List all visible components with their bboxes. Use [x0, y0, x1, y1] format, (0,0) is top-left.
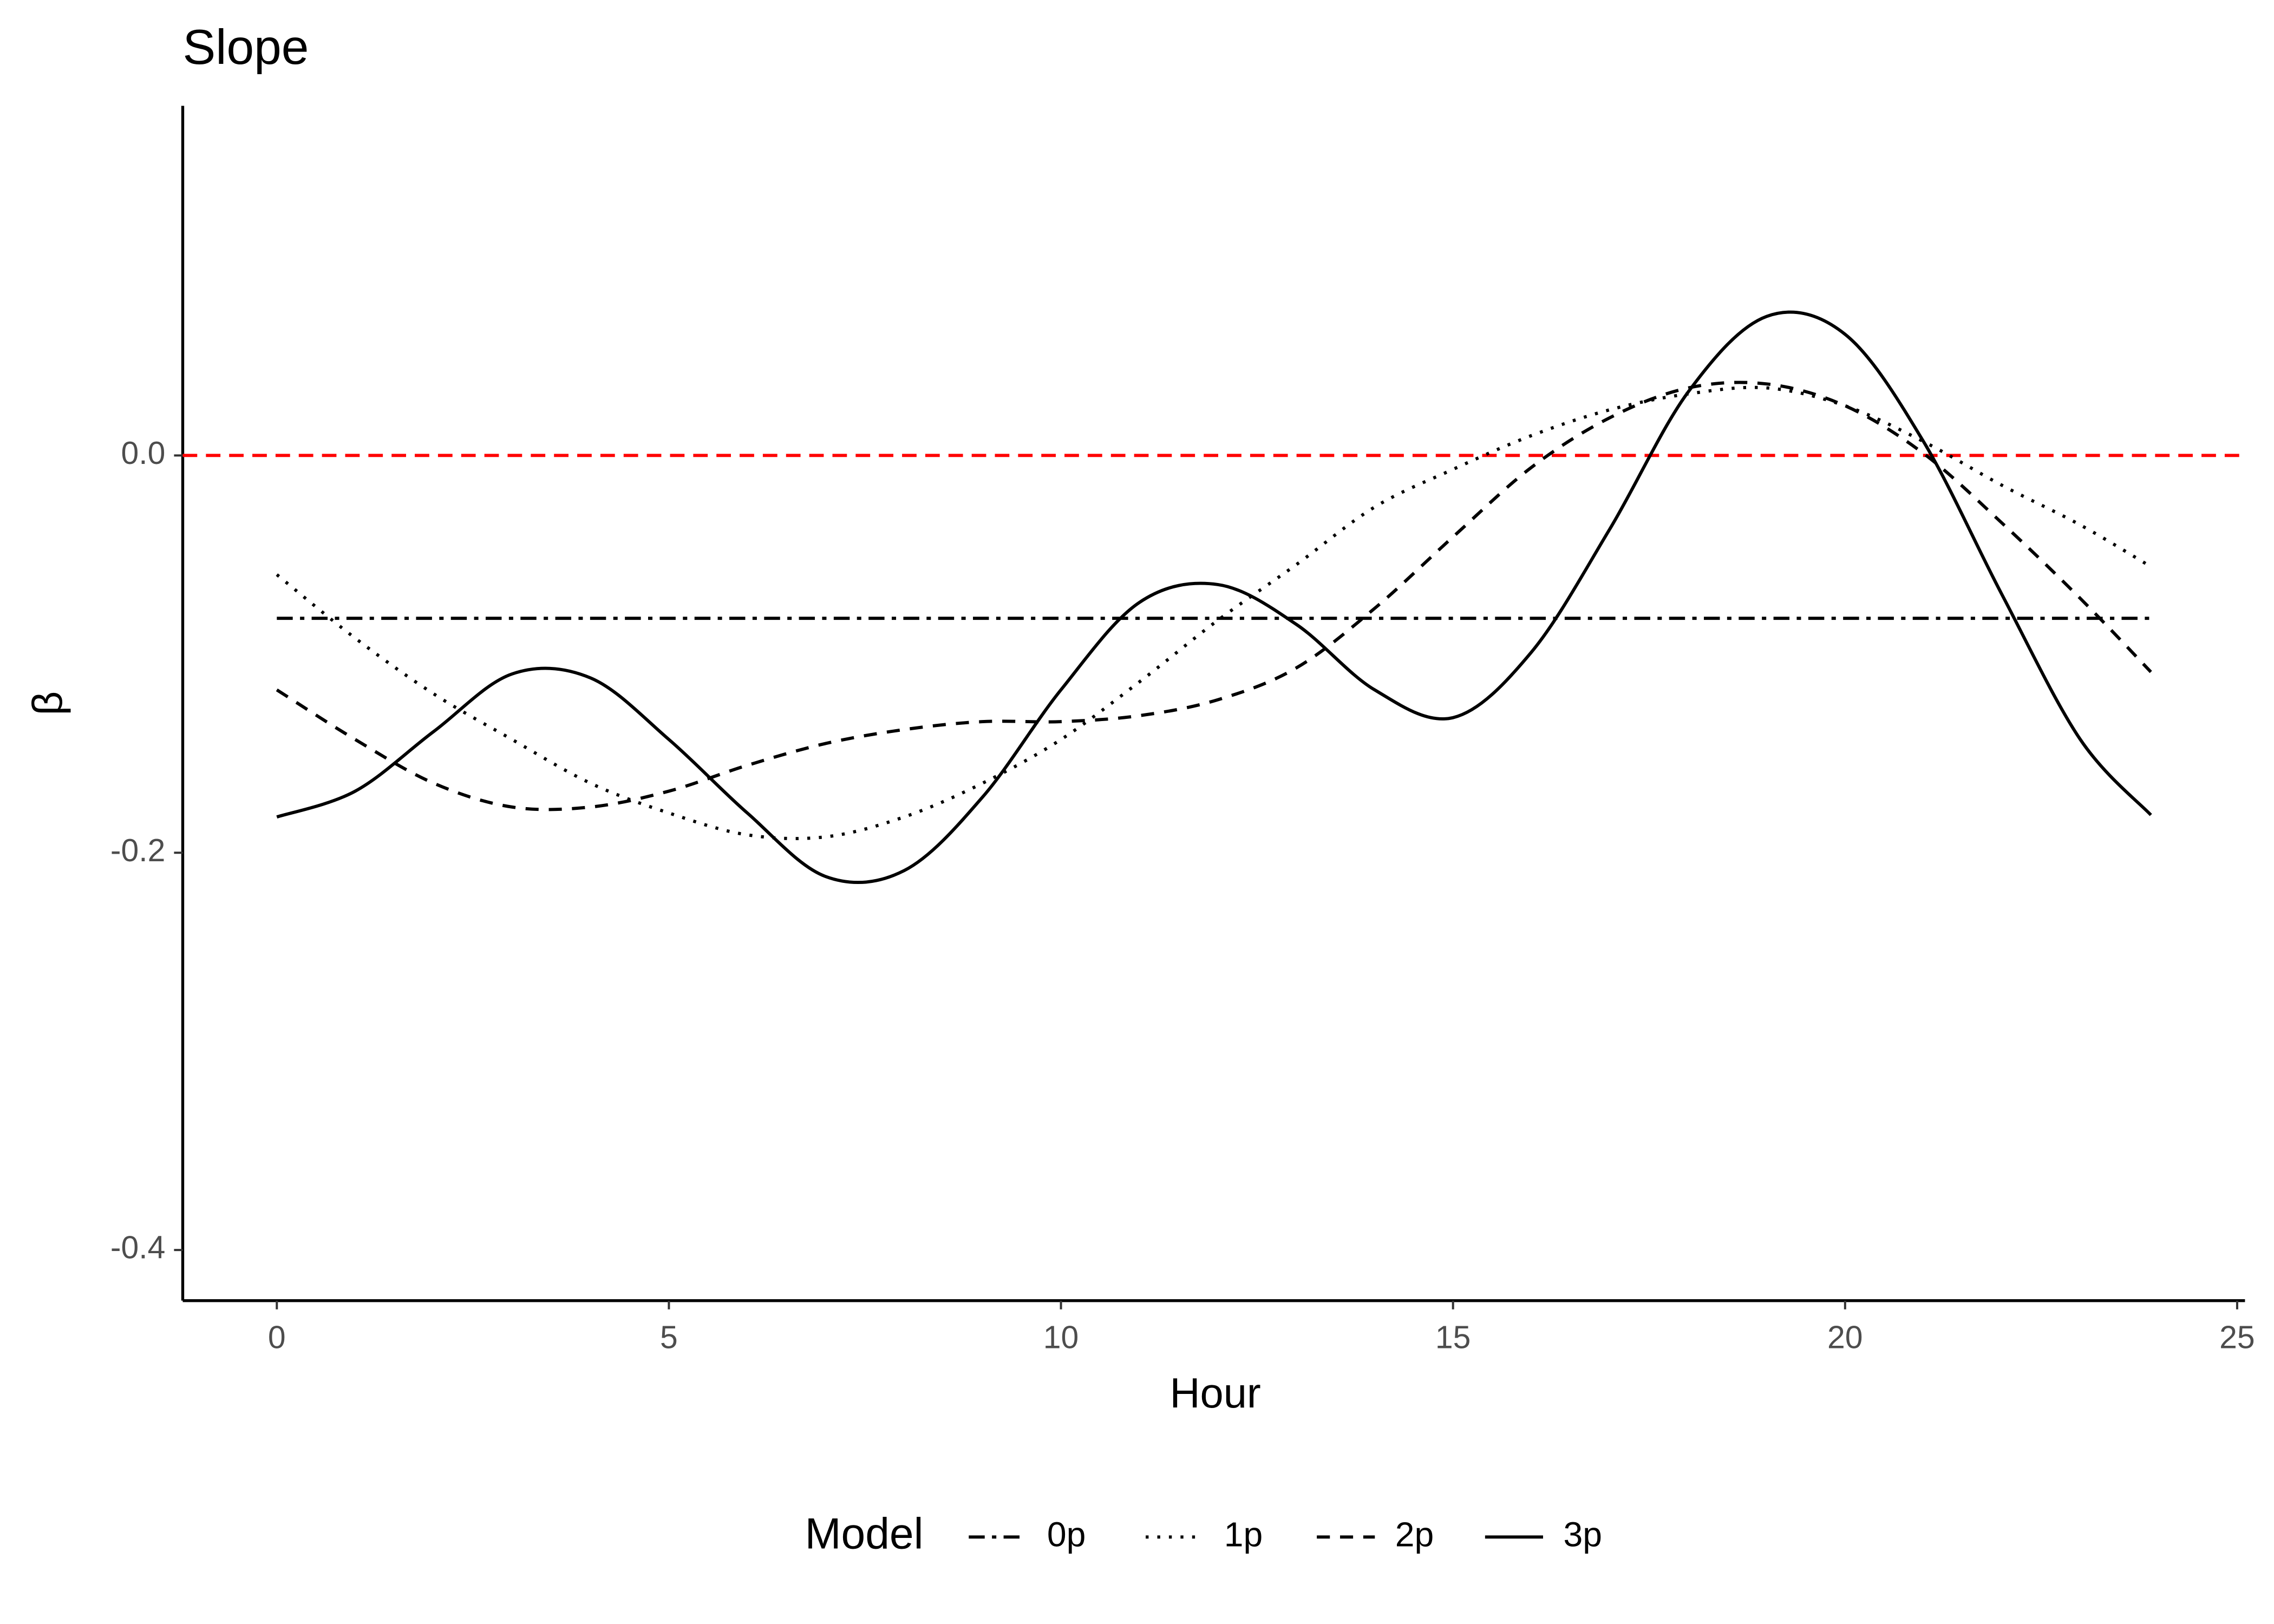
- y-axis-title: β: [24, 691, 71, 716]
- x-tick-label: 20: [1827, 1320, 1863, 1355]
- x-tick-label: 0: [268, 1320, 286, 1355]
- legend-title: Model: [805, 1510, 924, 1558]
- series-line: [276, 381, 2152, 811]
- y-tick-label: 0.0: [121, 436, 165, 471]
- series-line: [276, 310, 2152, 885]
- x-tick-label: 5: [660, 1320, 678, 1355]
- legend-label: 2p: [1395, 1515, 1434, 1554]
- y-tick-label: -0.2: [110, 833, 166, 868]
- y-tick-label: -0.4: [110, 1230, 166, 1266]
- x-tick-label: 10: [1043, 1320, 1079, 1355]
- x-tick-label: 25: [2219, 1320, 2255, 1355]
- x-tick-label: 15: [1435, 1320, 1471, 1355]
- chart-title: Slope: [183, 20, 309, 75]
- legend-label: 3p: [1564, 1515, 1602, 1554]
- x-axis-title: Hour: [1169, 1370, 1260, 1417]
- legend-label: 0p: [1047, 1515, 1086, 1554]
- legend-label: 1p: [1224, 1515, 1263, 1554]
